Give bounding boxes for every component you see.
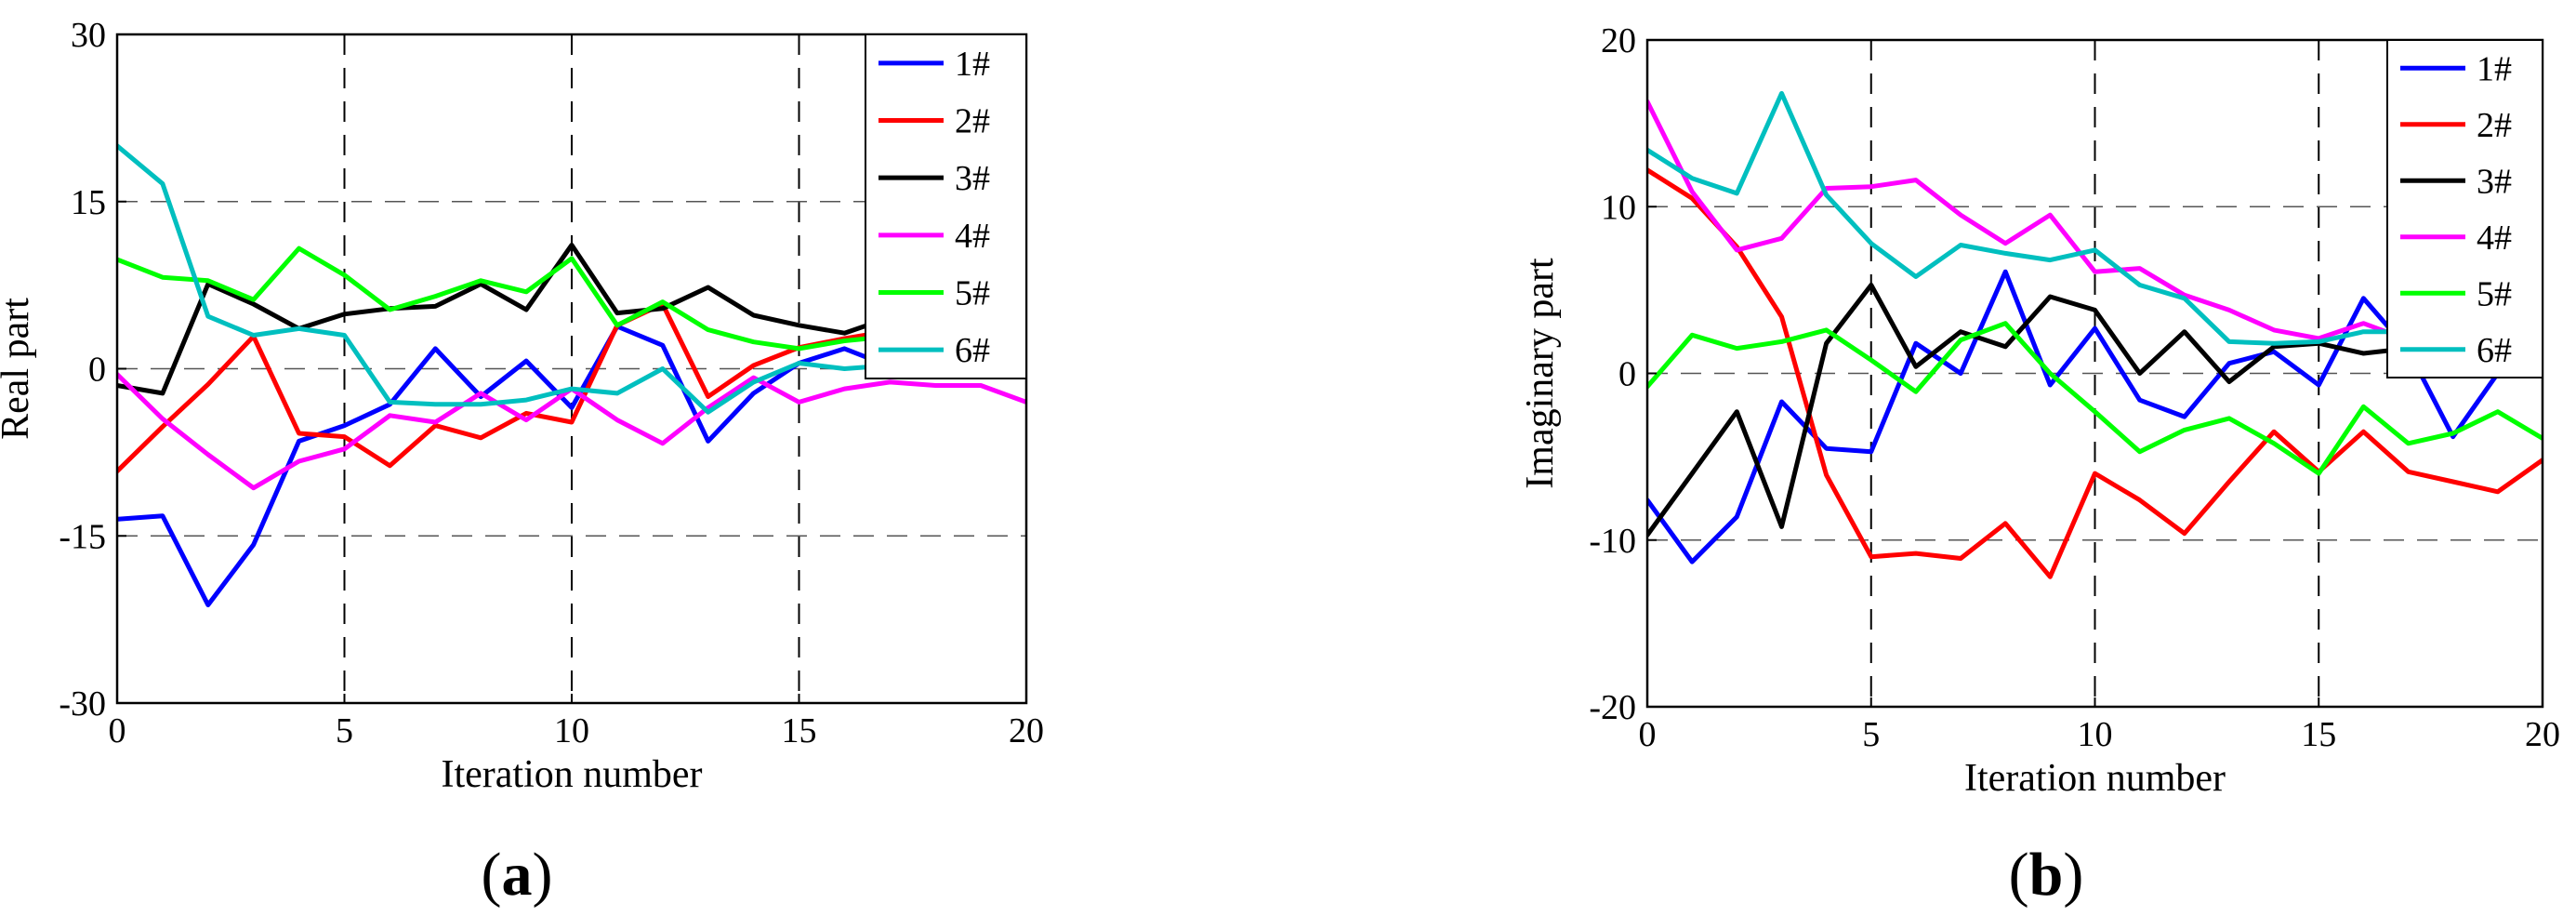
y-tick-label: 15 (71, 183, 106, 222)
y-tick-label: 10 (1601, 188, 1636, 227)
x-tick-label: 0 (1639, 715, 1657, 754)
series-line-2 (117, 301, 892, 474)
y-tick-label: 0 (1618, 355, 1636, 394)
x-tick-label: 20 (1009, 711, 1044, 750)
x-tick-label: 5 (1862, 715, 1880, 754)
x-tick-label: 10 (554, 711, 589, 750)
legend-label-4: 4# (955, 217, 990, 256)
series-line-5 (1647, 321, 2543, 476)
legend-label-5: 5# (2477, 274, 2512, 313)
series-line-3 (117, 243, 892, 396)
legend-label-4: 4# (2477, 219, 2512, 258)
x-axis-title: Iteration number (1964, 757, 2226, 800)
y-tick-label: 0 (88, 351, 106, 390)
legend-label-5: 5# (955, 274, 990, 313)
y-tick-label: -30 (59, 684, 106, 724)
y-tick-label: 20 (1601, 21, 1636, 60)
y-axis-title: Real part (0, 298, 37, 440)
legend-label-3: 3# (955, 159, 990, 198)
y-tick-label: -20 (1589, 688, 1636, 727)
series-line-3 (1647, 283, 2411, 538)
x-tick-label: 15 (782, 711, 817, 750)
legend-label-1: 1# (2477, 49, 2512, 88)
series-line-6 (1647, 90, 2411, 346)
series-line-5 (117, 246, 892, 352)
legend-box (2386, 39, 2543, 378)
series-line-1 (117, 324, 892, 607)
legend-label-2: 2# (2477, 106, 2512, 145)
panel-b: 0 5 10 15 20 -20 -10 0 10 20 Iteration number Imagi… (1519, 21, 2560, 800)
legend: 1# 2# 3# 4# 5# 6# (865, 33, 1027, 379)
legend-label-2: 2# (955, 102, 990, 141)
series-line-4 (1647, 99, 2411, 343)
series-group (117, 143, 1026, 607)
y-tick-label: -15 (59, 517, 106, 556)
legend-label-1: 1# (955, 45, 990, 84)
x-axis-title: Iteration number (441, 753, 702, 796)
series-line-2 (1647, 167, 2543, 579)
y-tick-label: -10 (1589, 522, 1636, 561)
y-tick-label: 30 (71, 16, 106, 55)
x-tick-label: 10 (2078, 715, 2113, 754)
panel-a: 0 5 10 15 20 -30 -15 0 15 30 Iteration number Real … (0, 16, 1044, 796)
panel-label-a: (a) (482, 841, 553, 909)
panel-label-b: (b) (2009, 841, 2084, 909)
legend-box (865, 33, 1027, 379)
series-group (1647, 90, 2543, 579)
legend-label-6: 6# (2477, 331, 2512, 370)
legend-label-6: 6# (955, 331, 990, 370)
x-tick-label: 5 (336, 711, 353, 750)
y-axis-title: Imaginary part (1519, 258, 1562, 489)
legend-label-3: 3# (2477, 162, 2512, 201)
x-tick-label: 0 (109, 711, 126, 750)
x-tick-label: 15 (2301, 715, 2336, 754)
legend: 1# 2# 3# 4# 5# 6# (2386, 39, 2543, 378)
series-line-6 (117, 143, 892, 415)
x-tick-label: 20 (2525, 715, 2560, 754)
